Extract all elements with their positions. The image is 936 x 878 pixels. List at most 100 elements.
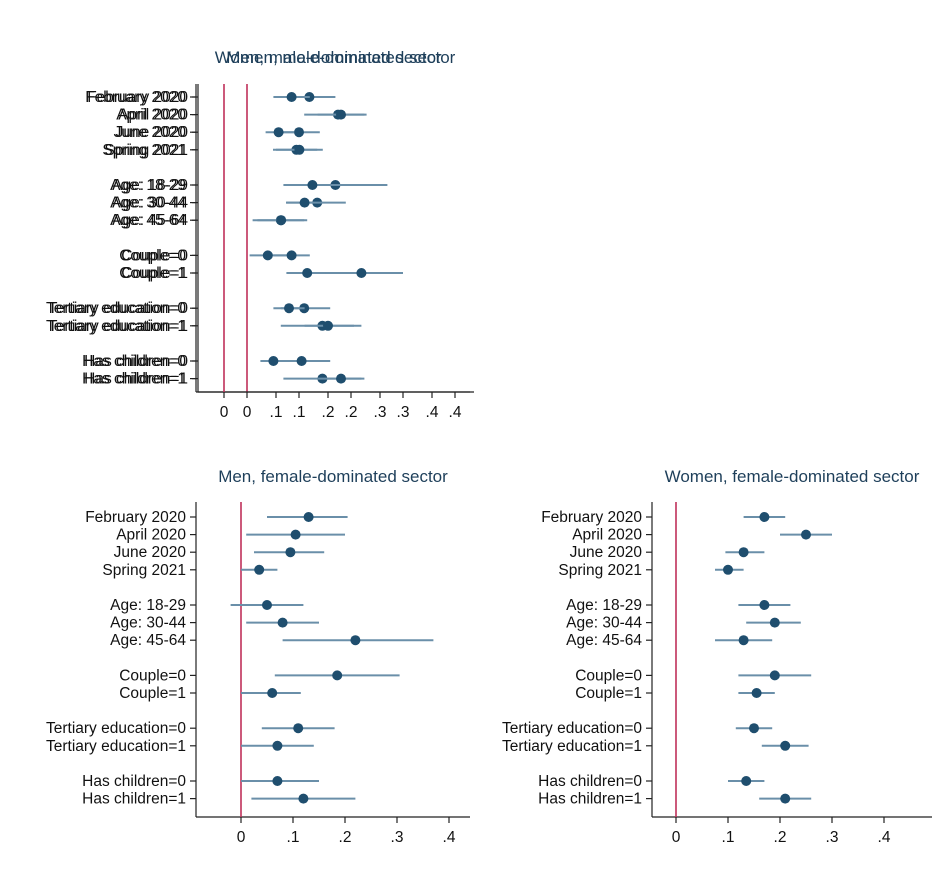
estimate-point-tertiary-education-1 [272,740,283,751]
category-label-age-30-44: Age: 30-44 [112,195,188,212]
estimate-point-age-18-29 [307,180,318,190]
category-label-age-30-44: Age: 30-44 [566,615,642,632]
x-tick-label: .3 [397,404,410,421]
estimate-point-tertiary-education-0 [284,303,294,314]
category-label-april-2020: April 2020 [116,527,186,544]
estimate-point-has-children-0 [272,776,283,786]
estimate-point-april-2020 [801,529,811,540]
category-label-has-children-1: Has children=1 [82,791,186,808]
estimate-point-spring-2021 [723,564,733,575]
coef-plot-women-male-dominated: Women, male-dominated sector 0 .1 .2 .3 .4 Feb… [46,48,474,421]
category-label-couple-1: Couple=1 [119,685,186,702]
estimate-point-couple-1 [302,268,313,278]
x-tick-label: .4 [443,829,456,846]
estimate-point-has-children-0 [296,356,307,366]
category-label-age-18-29: Age: 18-29 [566,597,642,614]
category-label-age-18-29: Age: 18-29 [112,177,188,194]
x-tick-label: .2 [774,829,787,846]
estimate-point-age-45-64 [276,215,287,226]
panel-title: Women, male-dominated sector [215,48,456,67]
estimate-point-february-2020 [286,92,297,102]
category-label-couple-1: Couple=1 [575,685,642,702]
category-label-june-2020: June 2020 [570,544,643,561]
category-label-tertiary-education-0: Tertiary education=0 [46,300,186,317]
estimate-point-april-2020 [290,529,301,540]
category-label-has-children-0: Has children=0 [82,773,186,790]
x-tick-label: .3 [826,829,839,846]
estimate-point-june-2020 [285,547,296,558]
panel-title: Men, female-dominated sector [218,467,448,486]
category-label-couple-1: Couple=1 [121,265,188,282]
estimate-point-tertiary-education-1 [323,320,333,331]
estimate-point-spring-2021 [254,564,265,575]
x-tick-label: .1 [270,404,283,421]
x-tick-label: .3 [374,404,387,421]
category-label-april-2020: April 2020 [572,527,642,544]
category-label-age-45-64: Age: 45-64 [566,632,642,649]
category-label-couple-0: Couple=0 [119,247,186,264]
category-label-age-18-29: Age: 18-29 [110,177,186,194]
estimate-point-couple-0 [262,250,273,261]
category-label-has-children-1: Has children=1 [84,371,188,388]
category-label-tertiary-education-1: Tertiary education=1 [46,738,186,755]
estimate-point-april-2020 [336,109,346,120]
x-tick-label: .2 [345,404,358,421]
category-label-couple-1: Couple=1 [119,265,186,282]
estimate-point-june-2020 [294,127,304,138]
panel-women-male-dominated: Women, male-dominated sector 0 .1 .2 .3 .4 Feb… [0,0,480,440]
estimate-point-spring-2021 [294,144,305,155]
panel-title: Men, male-dominated sector [226,48,442,67]
estimate-point-couple-1 [267,688,278,698]
category-label-tertiary-education-1: Tertiary education=1 [48,318,188,335]
category-label-spring-2021: Spring 2021 [102,562,186,579]
estimate-point-couple-1 [751,688,762,698]
category-label-february-2020: February 2020 [87,89,188,106]
category-label-tertiary-education-1: Tertiary education=1 [46,318,186,335]
coef-plot-women-female-dominated: Women, female-dominated sector 0 .1 .2 .3 .4 F… [502,467,932,846]
category-label-has-children-0: Has children=0 [82,353,186,370]
category-label-age-30-44: Age: 30-44 [110,195,186,212]
x-tick-label: .1 [722,829,735,846]
x-tick-label: .2 [339,829,352,846]
x-tick-label: .4 [426,404,439,421]
estimate-point-age-30-44 [299,197,310,208]
x-tick-label: .4 [878,829,891,846]
category-label-spring-2021: Spring 2021 [104,142,188,159]
category-label-april-2020: April 2020 [116,107,186,124]
estimate-point-couple-0 [286,250,297,261]
x-tick-label: 0 [243,404,252,421]
estimate-point-has-children-1 [298,793,309,804]
estimate-point-tertiary-education-0 [293,723,304,734]
x-tick-label: 0 [672,829,681,846]
estimate-point-june-2020 [273,127,284,138]
estimate-point-has-children-0 [268,356,279,366]
estimate-point-couple-0 [769,670,780,681]
panel-title: Women, female-dominated sector [665,467,920,486]
x-tick-label: .2 [322,404,335,421]
estimate-point-has-children-1 [336,373,346,384]
category-label-age-18-29: Age: 18-29 [110,597,186,614]
category-label-couple-0: Couple=0 [121,247,188,264]
category-label-february-2020: February 2020 [85,509,186,526]
category-label-spring-2021: Spring 2021 [102,142,186,159]
estimate-point-has-children-1 [780,793,791,804]
estimate-point-couple-1 [356,268,367,278]
category-label-has-children-0: Has children=0 [538,773,642,790]
category-label-has-children-1: Has children=1 [538,791,642,808]
estimate-point-age-18-29 [262,600,272,610]
category-label-february-2020: February 2020 [541,509,642,526]
estimate-point-has-children-0 [741,776,752,786]
category-label-spring-2021: Spring 2021 [558,562,642,579]
estimate-point-age-18-29 [759,600,770,610]
estimate-point-age-45-64 [350,635,361,646]
estimate-point-age-45-64 [738,635,749,646]
category-label-tertiary-education-1: Tertiary education=1 [502,738,642,755]
panel-women-female-dominated: Women, female-dominated sector 0 .1 .2 .3 .4 F… [456,440,936,878]
category-label-june-2020: June 2020 [114,124,187,141]
estimate-point-february-2020 [303,512,314,522]
category-label-april-2020: April 2020 [118,107,188,124]
estimate-point-february-2020 [759,512,770,522]
x-tick-label: .1 [287,829,300,846]
category-label-tertiary-education-0: Tertiary education=0 [502,720,642,737]
category-label-couple-0: Couple=0 [575,667,642,684]
